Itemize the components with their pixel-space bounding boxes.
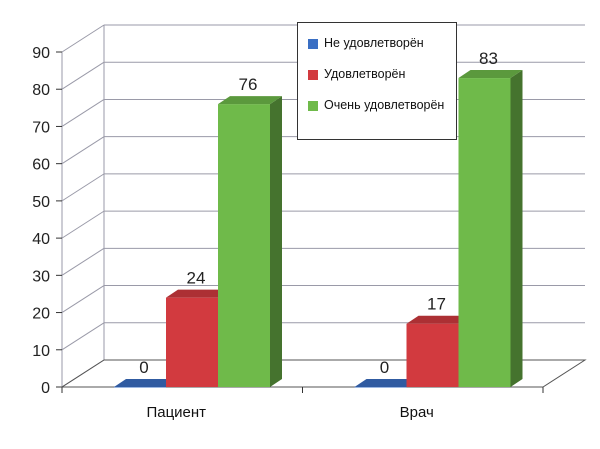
legend-item-very-satisfied: Очень удовлетворён: [308, 98, 449, 112]
data-label: 17: [427, 295, 446, 314]
gridline-side: [61, 61, 105, 90]
bar-side-very-satisfied: [510, 70, 523, 388]
data-label: 0: [380, 358, 389, 377]
data-label: 0: [139, 358, 148, 377]
bar-top-very-satisfied: [218, 96, 282, 105]
x-tick-label: Пациент: [146, 404, 206, 421]
y-tick-label: 70: [32, 119, 50, 136]
legend-swatch-not-satisfied: [308, 39, 318, 49]
y-tick-label: 30: [32, 268, 50, 285]
data-label: 24: [187, 269, 206, 288]
legend-swatch-very-satisfied: [308, 101, 318, 111]
bar-top-not-satisfied: [114, 379, 178, 387]
gridline-side: [61, 24, 105, 53]
x-tick-label: Врач: [400, 404, 434, 421]
data-label: 76: [239, 75, 258, 94]
legend-item-not-satisfied: Не удовлетворён: [308, 36, 449, 50]
gridline-side: [61, 136, 105, 165]
bar-satisfied: [406, 323, 459, 387]
chart-legend: Не удовлетворён Удовлетворён Очень удовл…: [297, 22, 457, 140]
gridline-side: [61, 173, 105, 202]
gridline-side: [61, 210, 105, 239]
legend-label: Очень удовлетворён: [324, 98, 445, 112]
gridline-side: [61, 322, 105, 351]
legend-swatch-satisfied: [308, 70, 318, 80]
bar-top-satisfied: [406, 315, 471, 324]
bar-not-satisfied: [354, 387, 407, 388]
bar-not-satisfied: [114, 387, 166, 388]
y-tick-label: 50: [32, 194, 50, 211]
gridline-side: [61, 285, 105, 313]
y-tick-label: 80: [32, 82, 50, 99]
y-tick-label: 0: [41, 380, 50, 397]
bar-top-not-satisfied: [354, 379, 419, 387]
data-label: 83: [479, 49, 498, 68]
bar-very-satisfied: [458, 78, 511, 388]
y-tick-label: 60: [32, 157, 50, 174]
bar-top-very-satisfied: [458, 70, 523, 79]
gridline-side: [61, 99, 105, 127]
legend-label: Удовлетворён: [324, 67, 406, 81]
y-tick-label: 90: [32, 45, 50, 62]
gridline-side: [61, 247, 105, 276]
bar-satisfied: [166, 297, 218, 387]
bar-side-very-satisfied: [270, 96, 282, 387]
y-tick-label: 10: [32, 343, 50, 360]
bar-top-satisfied: [166, 289, 230, 298]
bar-very-satisfied: [218, 104, 270, 387]
y-tick-label: 20: [32, 306, 50, 323]
legend-item-satisfied: Удовлетворён: [308, 67, 449, 81]
legend-label: Не удовлетворён: [324, 36, 424, 50]
y-tick-label: 40: [32, 231, 50, 248]
